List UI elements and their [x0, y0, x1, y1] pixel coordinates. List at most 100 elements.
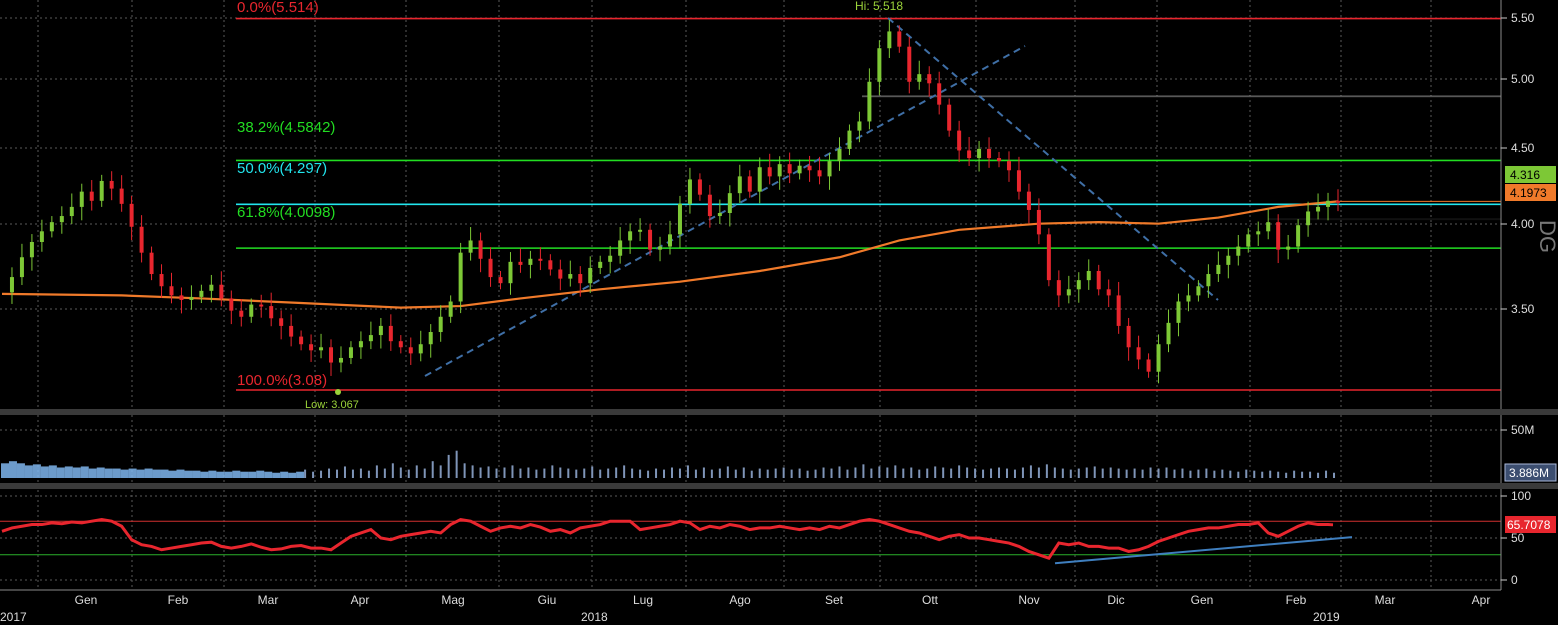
candle-body	[289, 325, 294, 337]
volume-bar	[391, 463, 394, 478]
candle-body	[478, 240, 483, 259]
volume-bar	[734, 469, 737, 478]
trendline-down	[887, 17, 1219, 301]
candle-body	[119, 188, 124, 204]
candle-body	[1116, 295, 1121, 326]
month-label: Mar	[258, 593, 279, 607]
volume-bar	[184, 470, 193, 478]
volume-tick-label: 50M	[1511, 423, 1534, 437]
volume-last-value: 3.886M	[1509, 466, 1549, 480]
volume-bar	[1317, 472, 1320, 478]
volume-bar	[407, 469, 410, 478]
volume-bar	[639, 469, 642, 478]
month-label: Lug	[633, 593, 653, 607]
rsi-lines	[0, 517, 1501, 565]
panel-separator	[0, 483, 1558, 489]
candle-body	[757, 167, 762, 192]
candle-body	[1026, 191, 1031, 210]
candle-body	[269, 306, 274, 319]
rsi-line	[1, 517, 1334, 560]
volume-bar	[463, 463, 466, 478]
candle-body	[1206, 274, 1211, 287]
candle-body	[518, 261, 523, 265]
month-label: Feb	[168, 593, 189, 607]
month-label: Apr	[1472, 593, 1491, 607]
candle-body	[1146, 359, 1151, 372]
volume-bar	[1085, 467, 1088, 478]
candle-body	[1176, 301, 1181, 323]
low-label: Low: 3.067	[305, 399, 359, 411]
volume-bar	[1077, 468, 1080, 478]
volume-bar	[934, 466, 937, 478]
volume-bar	[168, 470, 177, 478]
candle-body	[1066, 289, 1071, 296]
candle-body	[329, 347, 334, 363]
candle-body	[588, 267, 593, 284]
volume-bars	[1, 450, 1336, 478]
candle-body	[309, 344, 314, 351]
candle-body	[1276, 222, 1281, 250]
candle-body	[947, 104, 952, 131]
volume-bar	[1293, 470, 1296, 478]
candle-body	[777, 164, 782, 177]
volume-bar	[495, 468, 498, 478]
volume-bar	[328, 468, 331, 478]
volume-bar	[870, 468, 873, 478]
volume-bar	[670, 467, 673, 478]
volume-bar	[320, 470, 323, 478]
candle-body	[1236, 246, 1241, 256]
volume-bar	[591, 466, 594, 478]
candle-body	[1336, 200, 1340, 203]
candle-body	[59, 216, 64, 223]
candle-body	[279, 318, 284, 326]
volume-bar	[942, 467, 945, 478]
fib-label-100: 100.0%(3.08)	[237, 372, 327, 389]
candle-body	[259, 304, 264, 307]
month-label: Nov	[1018, 593, 1039, 607]
volume-bar	[335, 469, 338, 478]
volume-bar	[846, 469, 849, 478]
moving-average-line	[1, 200, 1339, 309]
volume-bar	[958, 465, 961, 478]
candle-body	[887, 31, 892, 49]
volume-bar	[1245, 469, 1248, 478]
candle-body	[847, 130, 852, 149]
candle-body	[658, 246, 663, 250]
volume-bar	[40, 466, 49, 478]
volume-bar	[1013, 469, 1016, 478]
volume-bar	[519, 468, 522, 478]
volume-bar	[192, 470, 201, 478]
volume-bar	[1125, 469, 1128, 478]
candle-body	[189, 296, 194, 300]
volume-bar	[1277, 471, 1280, 478]
trendline-up	[424, 45, 1026, 377]
candle-body	[538, 258, 543, 261]
candle-body	[837, 148, 842, 162]
volume-bar	[1229, 470, 1232, 478]
volume-bar	[1109, 467, 1112, 478]
volume-bar	[208, 470, 217, 478]
candle-body	[668, 234, 672, 247]
volume-bar	[742, 467, 745, 478]
month-labels: Gen Feb Mar Apr Mag Giu Lug Ago Set Ott Nov Dic Gen F…	[75, 593, 1491, 607]
volume-badge	[1504, 463, 1557, 482]
candle-body	[558, 269, 563, 279]
volume-bar	[1045, 464, 1048, 478]
candle-body	[937, 83, 942, 105]
volume-bar	[88, 468, 97, 478]
candle-body	[707, 194, 712, 217]
candle-body	[468, 240, 473, 253]
volume-bar	[1165, 467, 1168, 478]
candle-body	[378, 325, 383, 336]
volume-bar	[822, 467, 825, 478]
price-tick-label: 5.00	[1511, 72, 1535, 86]
volume-bar	[48, 465, 57, 478]
ma-value: 4.1973	[1510, 186, 1547, 200]
candle-body	[418, 344, 423, 354]
candle-body	[1226, 255, 1231, 265]
candle-body	[907, 46, 912, 82]
volume-bar	[104, 468, 113, 478]
candle-body	[1156, 344, 1161, 372]
volume-bar	[615, 467, 618, 478]
